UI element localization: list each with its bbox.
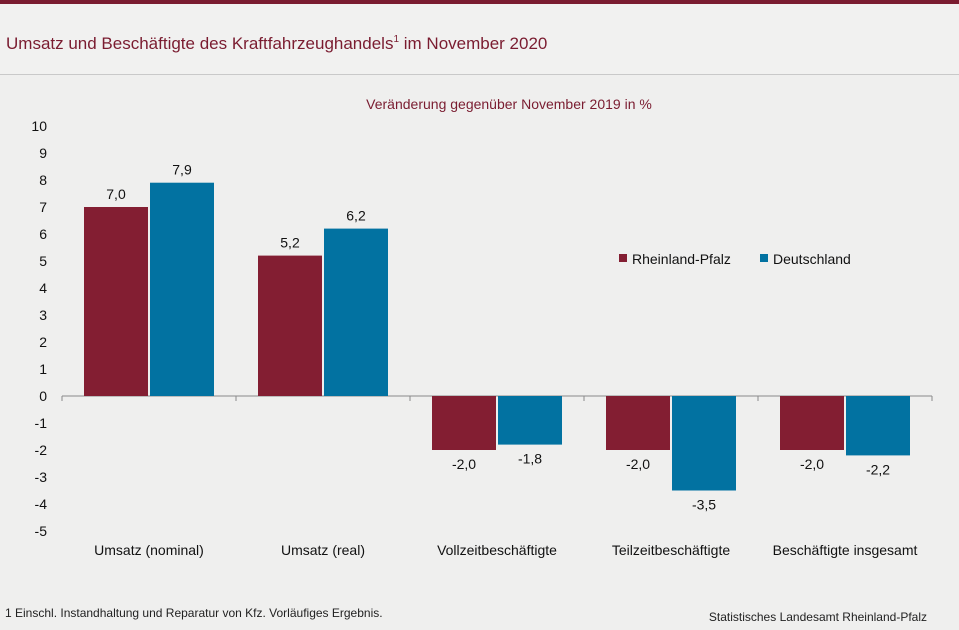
y-tick-label: -2 <box>35 442 48 458</box>
y-tick-label: 7 <box>39 199 47 215</box>
bar-deutschland <box>324 228 388 396</box>
y-tick-label: 6 <box>39 226 47 242</box>
data-label: -3,5 <box>692 497 716 513</box>
data-label: 5,2 <box>280 235 300 251</box>
data-label: -2,0 <box>452 456 476 472</box>
y-tick-label: -5 <box>35 523 48 539</box>
y-tick-label: 5 <box>39 253 47 269</box>
x-tick-label: Umsatz (real) <box>281 542 365 558</box>
data-label: -2,0 <box>800 456 824 472</box>
title-footnote-marker: 1 <box>393 34 400 45</box>
source-note: Statistisches Landesamt Rheinland-Pfalz <box>708 610 927 624</box>
x-tick-label: Teilzeitbeschäftigte <box>612 542 731 558</box>
y-tick-label: 4 <box>39 280 47 296</box>
y-tick-label: 0 <box>39 388 47 404</box>
y-tick-label: 10 <box>31 118 47 134</box>
bar-rheinland-pfalz <box>606 396 670 450</box>
chart-subtitle: Veränderung gegenüber November 2019 in % <box>366 96 652 112</box>
legend-label: Rheinland-Pfalz <box>632 251 731 267</box>
data-label: -2,0 <box>626 456 650 472</box>
top-accent-bar <box>0 0 959 4</box>
y-tick-label: 1 <box>39 361 47 377</box>
data-label: 6,2 <box>346 208 366 224</box>
bar-rheinland-pfalz <box>258 255 322 396</box>
y-tick-label: -3 <box>35 469 48 485</box>
y-tick-label: 3 <box>39 307 47 323</box>
legend-swatch-rheinland-pfalz <box>619 254 627 262</box>
bar-rheinland-pfalz <box>84 207 148 396</box>
page-title: Umsatz und Beschäftigte des Kraftfahrzeu… <box>6 34 548 53</box>
bar-deutschland <box>498 396 562 445</box>
x-tick-label: Beschäftigte insgesamt <box>773 542 918 558</box>
y-tick-label: -1 <box>35 415 48 431</box>
footnote: 1 Einschl. Instandhaltung und Reparatur … <box>5 606 383 620</box>
bar-deutschland <box>150 182 214 396</box>
bar-deutschland <box>846 396 910 456</box>
title-area: Umsatz und Beschäftigte des Kraftfahrzeu… <box>0 4 959 75</box>
data-label: -1,8 <box>518 451 542 467</box>
y-tick-label: -4 <box>35 496 48 512</box>
x-tick-label: Vollzeitbeschäftigte <box>437 542 557 558</box>
data-label: 7,9 <box>172 162 192 178</box>
legend-swatch-deutschland <box>760 254 768 262</box>
data-label: 7,0 <box>106 186 126 202</box>
bar-deutschland <box>672 396 736 491</box>
legend-label: Deutschland <box>773 251 851 267</box>
y-tick-label: 2 <box>39 334 47 350</box>
y-tick-label: 9 <box>39 145 47 161</box>
bar-rheinland-pfalz <box>432 396 496 450</box>
data-label: -2,2 <box>866 461 890 477</box>
bar-rheinland-pfalz <box>780 396 844 450</box>
bar-chart: Veränderung gegenüber November 2019 in %… <box>31 96 933 558</box>
y-tick-label: 8 <box>39 172 47 188</box>
x-tick-label: Umsatz (nominal) <box>94 542 204 558</box>
